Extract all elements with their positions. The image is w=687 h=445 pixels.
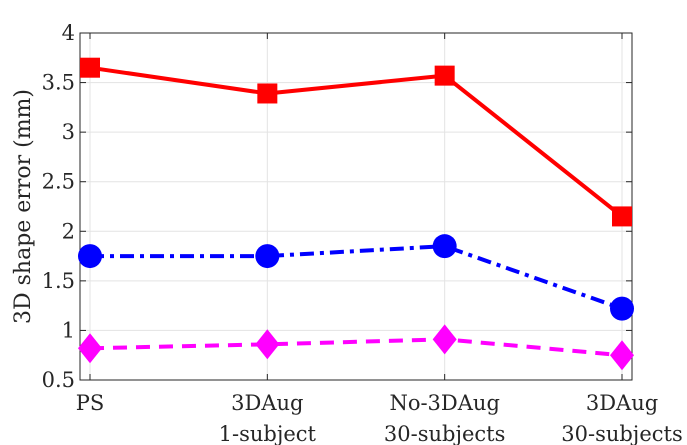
data-point-circle-1-3 (610, 296, 634, 321)
y-tick-label-5: 3 (62, 120, 75, 144)
y-tick-label-4: 2.5 (42, 170, 75, 194)
data-point-circle-1-1 (255, 244, 280, 269)
series-1 (78, 234, 634, 321)
data-point-square-0-3 (612, 206, 632, 227)
y-tick-label-6: 3.5 (42, 71, 75, 95)
y-tick-label-3: 2 (62, 219, 75, 243)
series-line-1 (90, 244, 623, 311)
data-point-diamond-2-1 (255, 329, 280, 360)
data-point-circle-1-2 (432, 234, 457, 259)
x-tick-label-3-1: 30-subjects (561, 422, 682, 445)
y-tick-label-0: 0.5 (42, 368, 75, 392)
x-tick-label-2-0: No-3DAug (389, 391, 499, 415)
y-tick-label-2: 1.5 (42, 269, 75, 293)
data-point-diamond-2-0 (78, 333, 102, 364)
x-tick-label-1-1: 1-subject (219, 422, 317, 445)
series-line-0 (89, 65, 624, 218)
y-axis-label: 3D shape error (mm) (11, 89, 36, 324)
x-tick-label-1-0: 3DAug (231, 391, 303, 415)
data-point-circle-1-0 (78, 244, 102, 269)
y-axis-ticks: 0.5 1 1.5 2 2.5 3 3.5 4 (42, 21, 632, 392)
data-point-square-0-0 (80, 57, 100, 78)
series-0 (80, 57, 632, 227)
data-point-diamond-2-3 (610, 340, 634, 371)
series-2 (78, 324, 634, 371)
data-point-diamond-2-2 (432, 324, 457, 355)
data-point-square-0-1 (257, 83, 278, 104)
y-tick-label-1: 1 (62, 318, 75, 342)
series-line-2 (89, 337, 623, 358)
x-tick-label-0-0: PS (76, 391, 105, 415)
series-group (78, 57, 634, 371)
x-tick-label-3-0: 3DAug (586, 391, 658, 415)
grid (80, 32, 632, 381)
y-tick-label-7: 4 (62, 21, 75, 45)
data-point-square-0-2 (434, 65, 455, 86)
x-tick-label-2-1: 30-subjects (384, 422, 505, 445)
x-axis-ticks: PS 3DAug 1-subject No-3DAug 30-subjects 3DAug… (76, 33, 683, 445)
